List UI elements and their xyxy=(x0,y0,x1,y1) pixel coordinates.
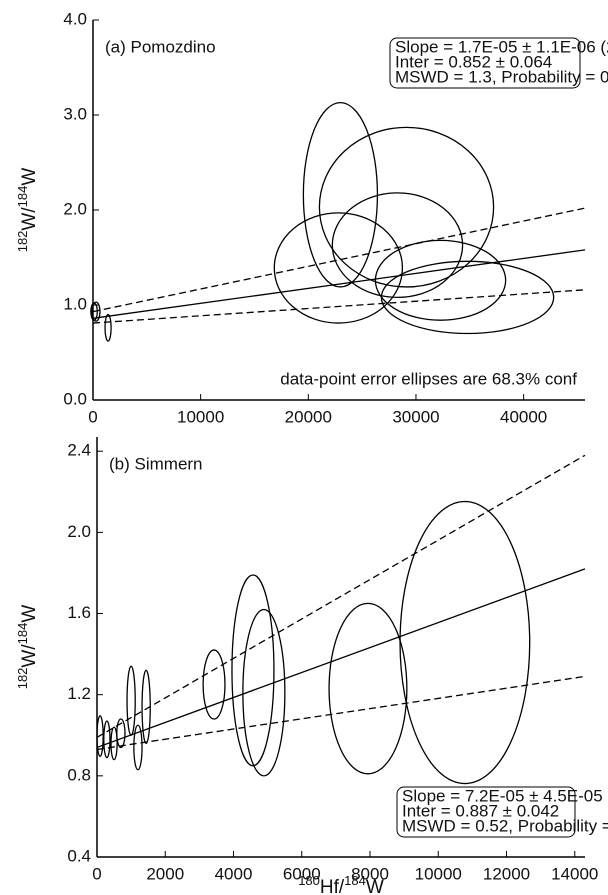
error-ellipse xyxy=(104,313,112,342)
error-ellipse xyxy=(90,302,98,321)
error-ellipse xyxy=(103,720,111,759)
label-part: W/ xyxy=(19,644,40,668)
fit-line xyxy=(96,675,586,751)
error-ellipse xyxy=(110,726,118,761)
y-tick-label: 2.0 xyxy=(63,199,87,218)
error-ellipse xyxy=(242,608,286,777)
error-ellipse xyxy=(331,192,464,299)
y-tick-label: 3.0 xyxy=(63,104,87,123)
panel-title: (b) Simmern xyxy=(109,454,203,473)
stats-text: MSWD = 0.52, Probability = 0.92 xyxy=(402,816,608,835)
fit-line xyxy=(92,289,586,324)
x-tick-label: 2000 xyxy=(146,864,184,883)
stats-text: Inter = 0.852 ± 0.064 xyxy=(395,52,552,71)
panel-title: (a) Pomozdino xyxy=(105,37,216,56)
label-part: Hf/ xyxy=(320,877,345,895)
y-tick-label: 1.6 xyxy=(67,603,91,622)
y-tick-label: 0.4 xyxy=(67,846,91,865)
error-ellipse xyxy=(202,649,226,720)
y-tick-label: 2.0 xyxy=(67,522,91,541)
stats-text: MSWD = 1.3, Probability = 0.25 xyxy=(395,67,608,86)
error-ellipse xyxy=(91,301,101,322)
error-ellipse xyxy=(273,212,404,324)
error-ellipse xyxy=(126,665,136,736)
y-tick-label: 2.4 xyxy=(67,441,91,460)
note: data-point error ellipses are 68.3% conf xyxy=(280,369,577,388)
stats-box xyxy=(389,37,581,89)
error-ellipse xyxy=(96,715,104,758)
axis-title: 180Hf/184W xyxy=(298,873,384,895)
x-tick-label: 20000 xyxy=(285,407,332,426)
fit-line xyxy=(92,207,586,313)
stats-text: Slope = 1.7E-05 ± 1.1E-06 (2σ) xyxy=(395,37,608,56)
x-tick-label: 6000 xyxy=(283,864,321,883)
superscript: 182 xyxy=(15,668,30,690)
y-tick-label: 4.0 xyxy=(63,9,87,28)
x-tick-label: 14000 xyxy=(551,864,598,883)
stats-text: Slope = 7.2E-05 ± 4.5E-05 (2σ) xyxy=(402,786,608,805)
label-part: W xyxy=(19,605,40,623)
fit-line xyxy=(96,568,586,749)
label-part: W xyxy=(19,168,40,186)
fit-line xyxy=(92,249,586,319)
superscript: 184 xyxy=(15,186,30,208)
fit-line xyxy=(96,454,586,738)
x-tick-label: 30000 xyxy=(392,407,439,426)
error-ellipse xyxy=(231,574,275,767)
x-tick-label: 8000 xyxy=(351,864,389,883)
x-tick-label: 12000 xyxy=(483,864,530,883)
x-tick-label: 0 xyxy=(88,407,97,426)
x-tick-label: 10000 xyxy=(415,864,462,883)
x-tick-label: 10000 xyxy=(177,407,224,426)
stats-box xyxy=(396,786,576,838)
x-tick-label: 40000 xyxy=(500,407,547,426)
error-ellipse xyxy=(133,724,143,771)
error-ellipse xyxy=(399,500,531,785)
axis-title: 182W/184W xyxy=(15,605,40,690)
error-ellipse xyxy=(328,602,408,775)
superscript: 184 xyxy=(344,873,366,888)
x-tick-label: 0 xyxy=(92,864,101,883)
label-part: W xyxy=(366,877,384,895)
error-ellipse xyxy=(141,669,151,745)
error-ellipse xyxy=(380,260,555,335)
axis-title: 182W/184W xyxy=(15,168,40,253)
superscript: 184 xyxy=(15,623,30,645)
error-ellipse xyxy=(318,126,495,288)
stats-text: Inter = 0.887 ± 0.042 xyxy=(402,801,559,820)
y-tick-label: 1.2 xyxy=(67,684,91,703)
y-tick-label: 1.0 xyxy=(63,294,87,313)
x-tick-label: 4000 xyxy=(215,864,253,883)
label-part: W/ xyxy=(19,207,40,231)
error-ellipse xyxy=(116,718,126,749)
superscript: 180 xyxy=(298,873,320,888)
y-tick-label: 0.0 xyxy=(63,389,87,408)
error-ellipse xyxy=(374,239,507,321)
superscript: 182 xyxy=(15,231,30,253)
y-tick-label: 0.8 xyxy=(67,765,91,784)
